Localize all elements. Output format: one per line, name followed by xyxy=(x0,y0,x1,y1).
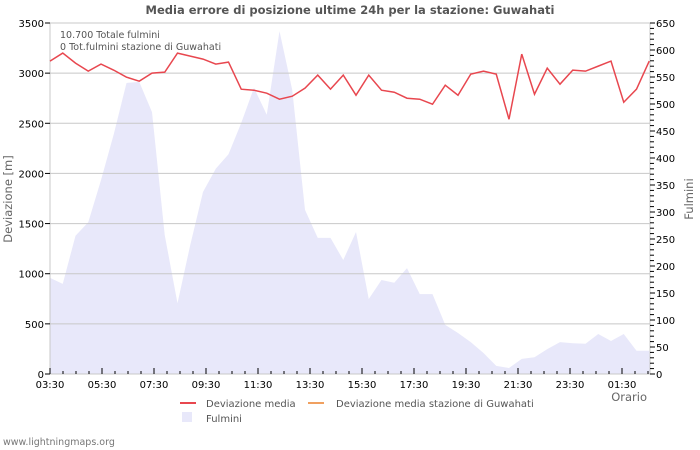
y2-axis-title: Fulmini xyxy=(682,178,696,219)
legend-lightning-swatch xyxy=(182,412,192,422)
x-tick-label: 05:30 xyxy=(88,380,117,391)
x-tick-label: 23:30 xyxy=(556,380,585,391)
y2-tick-label: 0 xyxy=(656,370,662,381)
chart-title: Media errore di posizione ultime 24h per… xyxy=(145,3,555,17)
y-tick-label: 1000 xyxy=(19,270,44,281)
x-tick-label: 19:30 xyxy=(452,380,481,391)
y-tick-label: 3000 xyxy=(19,69,44,80)
footer-credit[interactable]: www.lightningmaps.org xyxy=(3,437,115,448)
total-strikes-annotation: 10.700 Totale fulmini xyxy=(60,30,160,41)
x-tick-label: 01:30 xyxy=(608,380,637,391)
y-tick-label: 2500 xyxy=(19,119,44,130)
y2-tick-label: 200 xyxy=(656,262,675,273)
x-tick-label: 11:30 xyxy=(244,380,273,391)
y-tick-label: 1500 xyxy=(19,220,44,231)
y-axis-title: Deviazione [m] xyxy=(1,155,15,242)
y2-tick-label: 100 xyxy=(656,316,675,327)
x-tick-label: 03:30 xyxy=(36,380,65,391)
deviation-line xyxy=(49,52,650,120)
legend-lightning-label: Fulmini xyxy=(206,414,242,425)
lightning-area xyxy=(50,31,650,374)
y2-tick-label: 300 xyxy=(656,208,675,219)
x-tick-label: 17:30 xyxy=(400,380,429,391)
station-strikes-annotation: 0 Tot.fulmini stazione di Guwahati xyxy=(60,42,221,53)
y2-tick-label: 650 xyxy=(656,19,675,30)
x-axis-title: Orario xyxy=(611,390,647,404)
y2-tick-label: 400 xyxy=(656,154,675,165)
y2-tick-label: 450 xyxy=(656,127,675,138)
legend-station-label: Deviazione media stazione di Guwahati xyxy=(336,399,534,410)
y2-tick-label: 500 xyxy=(656,100,675,111)
x-tick-label: 21:30 xyxy=(504,380,533,391)
y2-tick-label: 600 xyxy=(656,46,675,57)
x-tick-label: 07:30 xyxy=(140,380,169,391)
y2-tick-label: 50 xyxy=(656,343,669,354)
legend-deviation-label: Deviazione media xyxy=(206,399,296,410)
y-tick-label: 0 xyxy=(38,370,44,381)
x-tick-label: 15:30 xyxy=(348,380,377,391)
y-tick-label: 3500 xyxy=(19,19,44,30)
y2-tick-label: 550 xyxy=(656,73,675,84)
y2-tick-label: 350 xyxy=(656,181,675,192)
x-tick-label: 09:30 xyxy=(192,380,221,391)
y2-tick-label: 150 xyxy=(656,289,675,300)
x-tick-label: 13:30 xyxy=(296,380,325,391)
y2-tick-label: 250 xyxy=(656,235,675,246)
y-tick-label: 500 xyxy=(25,320,44,331)
y-tick-label: 2000 xyxy=(19,169,44,180)
